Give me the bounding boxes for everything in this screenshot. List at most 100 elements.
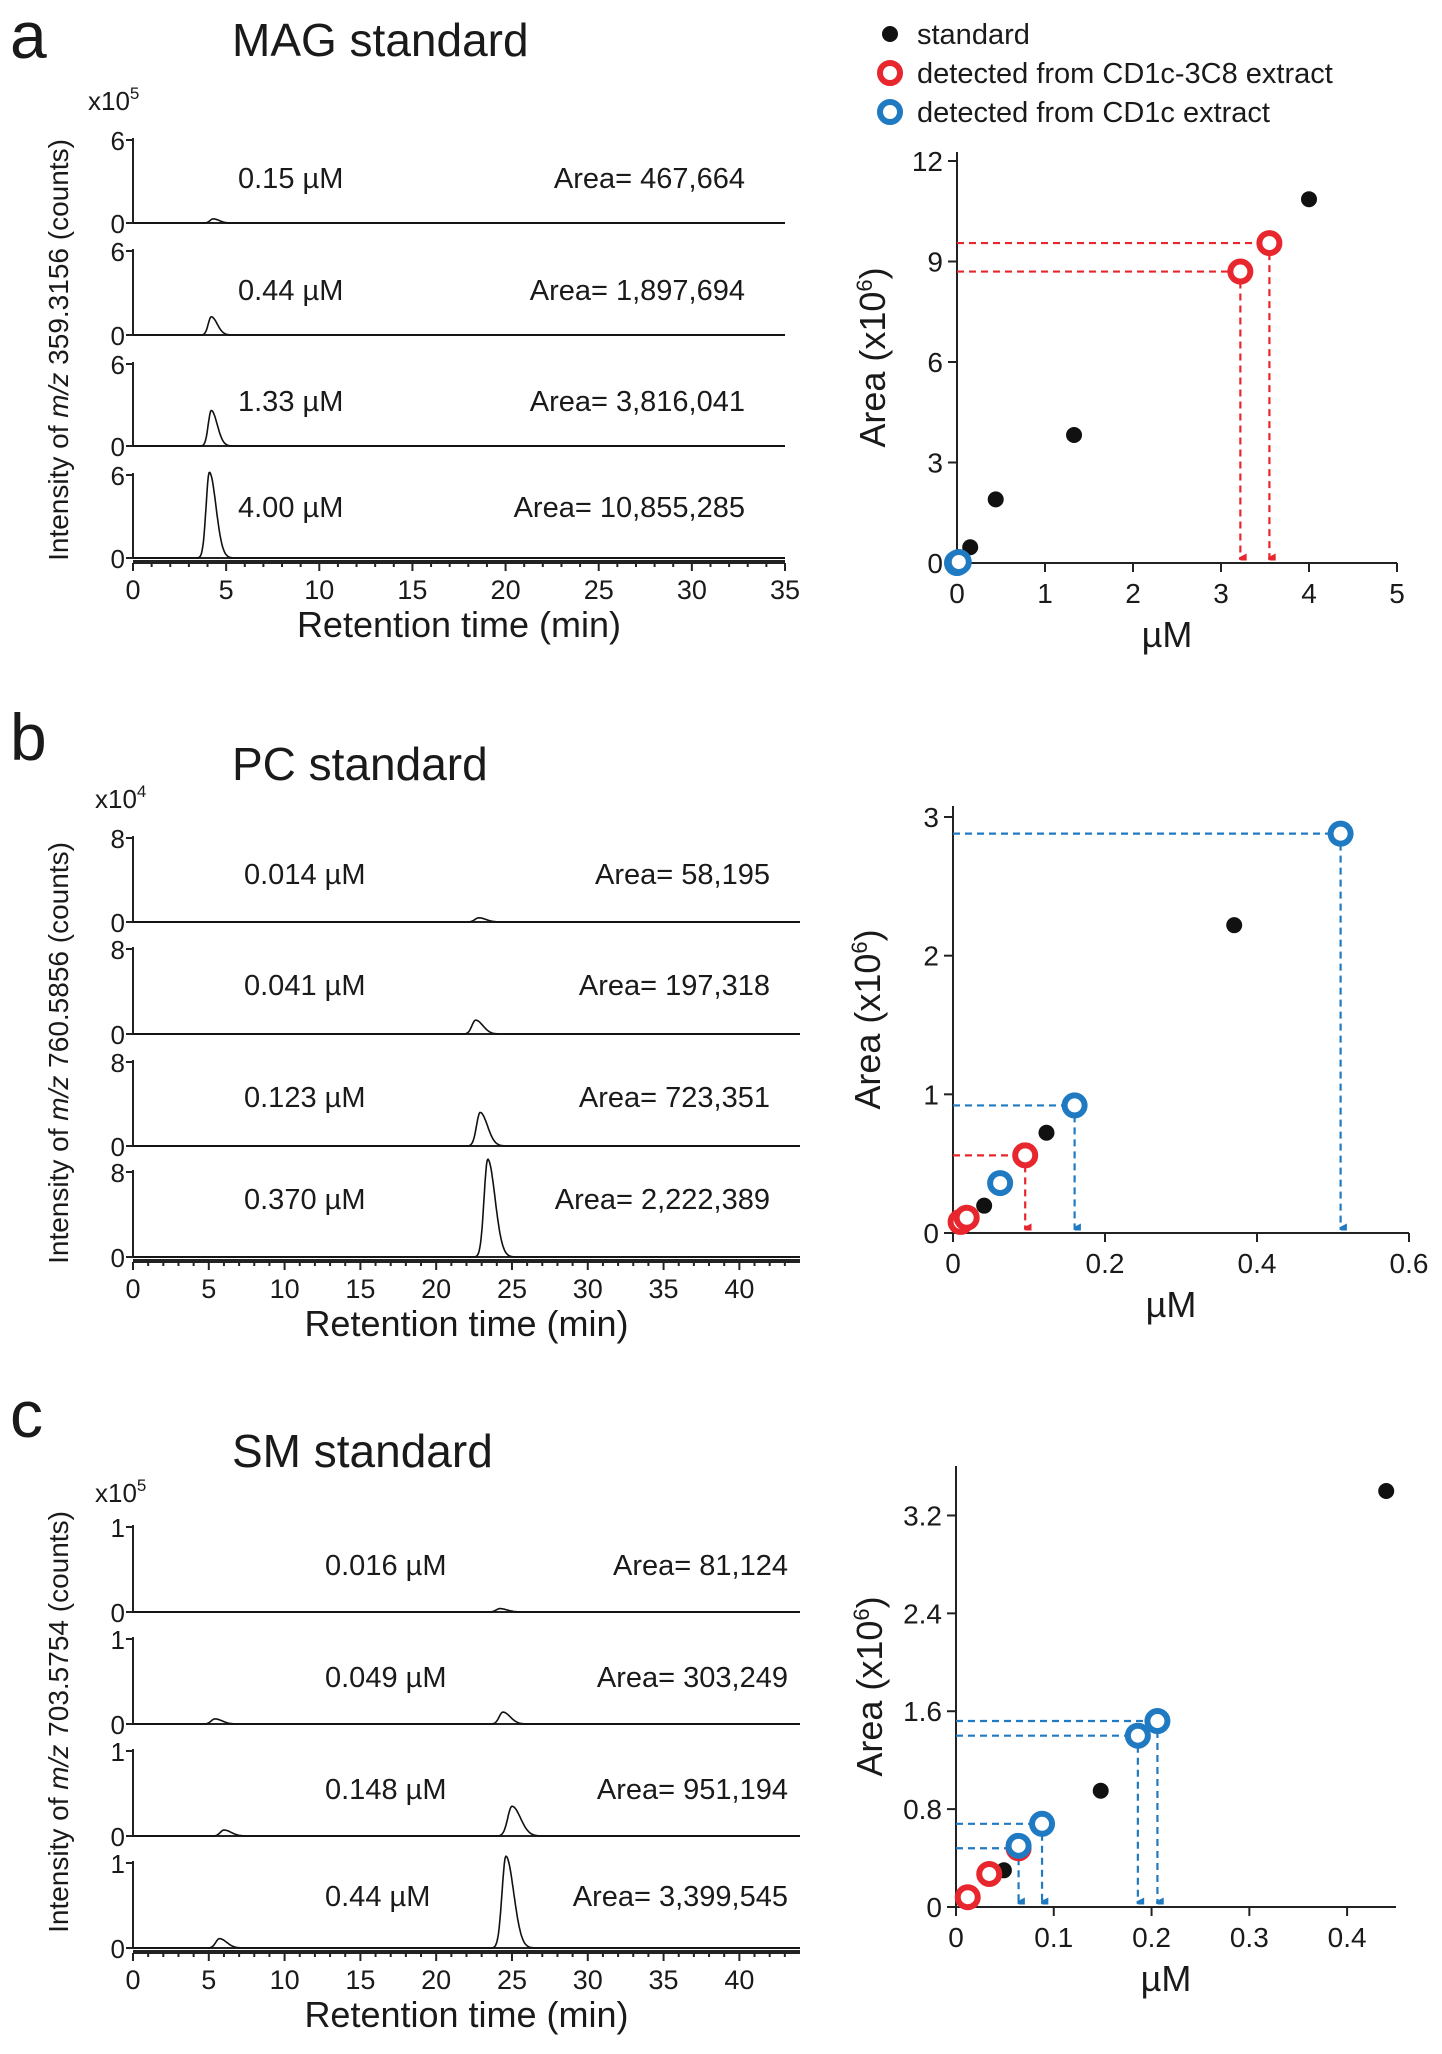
x-tick-label: 0.4	[1238, 1248, 1277, 1279]
x-tick-label: 20	[421, 1274, 451, 1304]
standard-point	[1301, 191, 1317, 208]
trace-ytop-label: 6	[111, 126, 125, 156]
legend-label-standard: standard	[917, 19, 1030, 51]
standard-point	[1226, 917, 1243, 934]
trace-ytop-label: 8	[111, 935, 125, 965]
chromatogram-trace	[133, 1855, 800, 1949]
chromatogram-trace	[133, 1607, 800, 1613]
trace-area: Area= 1,897,694	[530, 275, 745, 307]
legend: standard detected from CD1c-3C8 extract …	[877, 19, 1333, 129]
trace-area: Area= 3,816,041	[530, 386, 745, 418]
x-axis-title: µM	[1142, 614, 1193, 655]
y-axis-title: Area (x106)	[847, 929, 888, 1109]
trace-yzero-label: 0	[111, 908, 125, 938]
trace-concentration: 0.014 µM	[244, 859, 366, 891]
x-tick-label: 2	[1125, 578, 1141, 609]
y-tick-label: 0	[926, 1892, 942, 1923]
x-tick-label: 15	[345, 1965, 375, 1995]
blue-point	[987, 1170, 1014, 1197]
chromatogram-trace	[133, 1111, 800, 1147]
chromatogram-trace	[133, 409, 785, 447]
x-tick-label: 1	[1037, 578, 1053, 609]
y-tick-label: 2.4	[903, 1598, 942, 1629]
blue-point	[1029, 1810, 1056, 1837]
x-tick-label: 3	[1213, 578, 1229, 609]
y-axis-title: Area (x106)	[849, 1596, 890, 1776]
trace-yzero-label: 0	[111, 1020, 125, 1050]
x-tick-label: 25	[497, 1274, 527, 1304]
x-tick-label: 35	[649, 1274, 679, 1304]
chromatogram-trace	[133, 471, 785, 559]
trace-concentration: 0.016 µM	[325, 1550, 447, 1582]
trace-yzero-label: 0	[111, 1598, 125, 1628]
scale-label: x104	[95, 782, 146, 814]
ylabel-c: Intensity of m/z 703.5754 (counts)	[43, 1511, 74, 1933]
y-tick-label: 12	[912, 146, 943, 177]
trace-area: Area= 58,195	[595, 859, 770, 891]
y-tick-label: 1	[923, 1079, 939, 1110]
legend-marker-red	[877, 60, 903, 86]
x-tick-label: 35	[649, 1965, 679, 1995]
x-tick-label: 30	[573, 1274, 603, 1304]
trace-yzero-label: 0	[111, 209, 125, 239]
y-tick-label: 3	[927, 448, 943, 479]
trace-area: Area= 2,222,389	[555, 1184, 770, 1216]
trace-area: Area= 10,855,285	[514, 492, 745, 524]
x-tick-label: 30	[573, 1965, 603, 1995]
ylabel-b: Intensity of m/z 760.5856 (counts)	[43, 842, 74, 1264]
trace-yzero-label: 0	[111, 1934, 125, 1964]
x-tick-label: 0	[125, 575, 140, 605]
chromatogram-trace	[133, 1805, 800, 1837]
x-tick-label: 15	[345, 1274, 375, 1304]
blue-point	[1144, 1708, 1171, 1735]
trace-concentration: 0.44 µM	[325, 1881, 430, 1913]
x-tick-label: 0.6	[1390, 1248, 1429, 1279]
legend-marker-standard	[882, 26, 898, 42]
trace-area: Area= 197,318	[579, 970, 770, 1002]
x-tick-label: 30	[677, 575, 707, 605]
standard-point	[976, 1197, 993, 1214]
x-tick-label: 0.2	[1086, 1248, 1125, 1279]
panel-letter-a: a	[10, 0, 47, 72]
standard-point	[962, 539, 979, 556]
blue-point	[945, 548, 972, 575]
ylabel-a: Intensity of m/z 359.3156 (counts)	[43, 139, 74, 561]
blue-point	[1005, 1832, 1032, 1859]
x-tick-label: 15	[397, 575, 427, 605]
x-axis-title: Retention time (min)	[304, 1303, 628, 1344]
x-tick-label: 25	[497, 1965, 527, 1995]
y-tick-label: 3.2	[903, 1500, 942, 1531]
y-axis-title: Area (x106)	[852, 267, 893, 447]
x-tick-label: 0.3	[1230, 1922, 1269, 1953]
red-point	[1227, 258, 1254, 285]
trace-ytop-label: 6	[111, 237, 125, 267]
trace-area: Area= 951,194	[597, 1774, 788, 1806]
x-tick-label: 0.4	[1328, 1922, 1367, 1953]
trace-concentration: 0.148 µM	[325, 1774, 447, 1806]
x-tick-label: 25	[584, 575, 614, 605]
y-tick-label: 2	[923, 941, 939, 972]
trace-ytop-label: 6	[111, 350, 125, 380]
legend-label-blue: detected from CD1c extract	[917, 97, 1270, 129]
trace-ytop-label: 8	[111, 824, 125, 854]
trace-ytop-label: 1	[111, 1849, 125, 1879]
scale-label: x105	[95, 1476, 146, 1508]
trace-yzero-label: 0	[111, 544, 125, 574]
y-tick-label: 0	[923, 1218, 939, 1249]
standard-point	[1092, 1782, 1109, 1799]
trace-ytop-label: 8	[111, 1158, 125, 1188]
panel-title-b: PC standard	[232, 738, 488, 790]
x-tick-label: 20	[491, 575, 521, 605]
chromatogram-trace	[133, 1158, 800, 1258]
x-tick-label: 0	[949, 578, 965, 609]
trace-area: Area= 723,351	[579, 1082, 770, 1114]
x-tick-label: 5	[219, 575, 234, 605]
chromatogram-trace	[133, 1019, 800, 1035]
trace-concentration: 0.041 µM	[244, 970, 366, 1002]
trace-ytop-label: 8	[111, 1048, 125, 1078]
x-tick-label: 0.2	[1132, 1922, 1171, 1953]
panel-title-c: SM standard	[232, 1425, 493, 1477]
